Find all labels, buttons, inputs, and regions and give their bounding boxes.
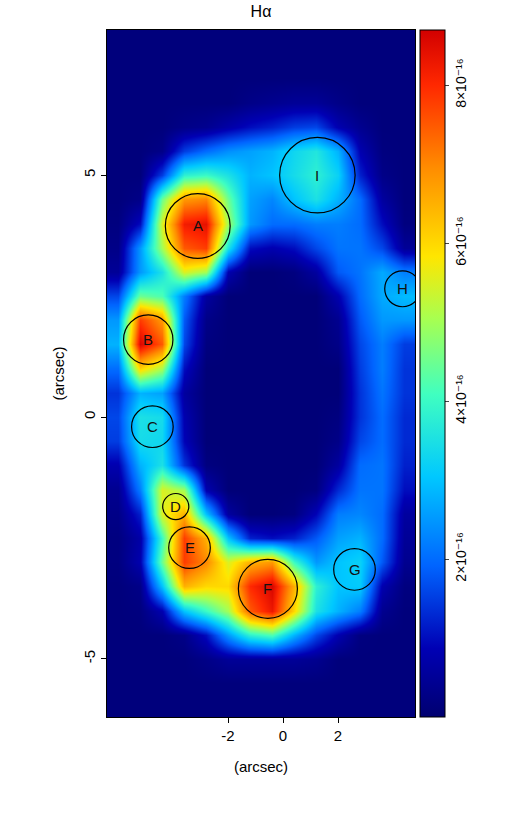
svg-text:0: 0: [279, 727, 287, 744]
svg-text:E: E: [185, 539, 195, 556]
svg-text:-2: -2: [221, 727, 234, 744]
svg-text:C: C: [147, 418, 158, 435]
svg-text:A: A: [193, 217, 203, 234]
svg-text:G: G: [349, 561, 361, 578]
svg-text:(arcsec): (arcsec): [50, 346, 67, 400]
svg-text:(arcsec): (arcsec): [234, 758, 288, 775]
svg-text:B: B: [143, 331, 153, 348]
svg-text:I: I: [315, 167, 319, 184]
svg-text:F: F: [263, 580, 272, 597]
svg-text:6×10⁻¹⁶: 6×10⁻¹⁶: [453, 216, 469, 265]
svg-text:H: H: [397, 280, 408, 297]
svg-text:0: 0: [81, 411, 98, 419]
svg-text:5: 5: [81, 169, 98, 177]
svg-text:2: 2: [334, 727, 342, 744]
svg-text:-5: -5: [81, 650, 98, 663]
svg-text:D: D: [170, 498, 181, 515]
svg-text:2×10⁻¹⁶: 2×10⁻¹⁶: [453, 532, 469, 581]
svg-text:Hα: Hα: [251, 3, 272, 20]
svg-text:8×10⁻¹⁶: 8×10⁻¹⁶: [453, 59, 469, 108]
svg-text:4×10⁻¹⁶: 4×10⁻¹⁶: [453, 374, 469, 423]
